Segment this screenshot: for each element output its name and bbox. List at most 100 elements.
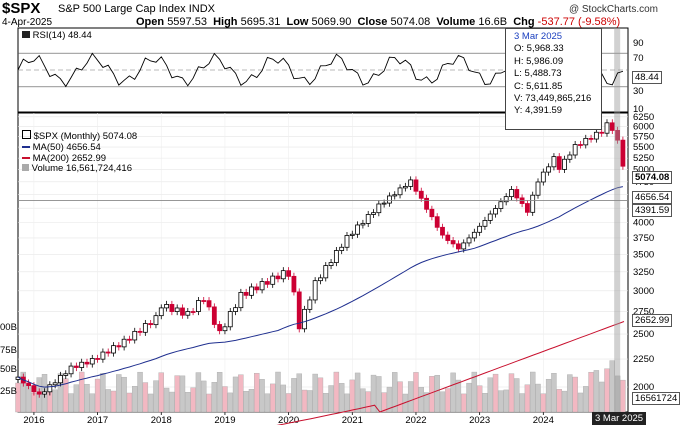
volume-bar (269, 383, 276, 413)
candle-body (121, 338, 127, 348)
volume-bar (508, 373, 515, 413)
volume-bar (323, 393, 329, 413)
volume-bar (25, 385, 32, 413)
volume-bar (530, 371, 536, 413)
close-price-tag: 5074.08 (632, 171, 673, 184)
candle-body (127, 338, 132, 341)
price-tick-label: 5000 (633, 165, 654, 176)
volume-bar (211, 382, 218, 413)
volume-bar (466, 382, 472, 413)
volume-bar (609, 360, 615, 413)
candle-body (620, 139, 626, 167)
candle-body (408, 179, 414, 187)
volume-bar (174, 375, 180, 413)
volume-bar (450, 372, 456, 413)
tooltip-close: C: 5,611.85 (514, 80, 563, 92)
volume-bar (349, 379, 355, 413)
candle-body (604, 122, 610, 134)
volume-bar (163, 387, 170, 413)
candle-body (445, 234, 451, 241)
high-label: High (213, 16, 238, 28)
candle-body (572, 144, 578, 156)
price-tick-label: 2500 (633, 329, 654, 340)
volume-bar (407, 381, 414, 413)
volume-bar (142, 382, 149, 413)
candle-body (148, 323, 154, 326)
volume-bar (514, 378, 520, 413)
candle-body (609, 122, 615, 131)
rsi-legend-swatch (22, 31, 30, 38)
tooltip-high: H: 5,986.09 (514, 55, 564, 67)
candle-body (509, 189, 514, 198)
exchange: INDX (188, 3, 215, 15)
volume-bar (84, 383, 90, 413)
close-label: Close (357, 16, 388, 28)
volume-bar (365, 391, 371, 413)
rsi-tick-10: 10 (633, 104, 644, 115)
candle-body (312, 280, 318, 301)
cursor-band (614, 28, 621, 412)
volume-bar (317, 377, 324, 413)
candle-body (615, 130, 620, 141)
candle-body (333, 250, 339, 263)
open-value: 5597.53 (167, 16, 207, 28)
high-value: 5695.31 (240, 16, 281, 28)
volume-bar (158, 372, 164, 413)
legend-price-text: $SPX (Monthly) 5074.08 (33, 131, 138, 142)
volume-tag: 16561724 (632, 392, 681, 405)
candle-body (185, 311, 191, 316)
volume-bar (413, 372, 419, 413)
close-value: 5074.08 (390, 16, 431, 28)
candle-body (376, 203, 382, 214)
volume-bar (52, 389, 58, 413)
ma50-tag: 4656.54 (632, 191, 673, 204)
low-label: Low (286, 16, 309, 28)
tooltip-volume: V: 73,449,865,216 (514, 93, 592, 105)
tooltip-open: O: 5,968.33 (514, 43, 564, 55)
legend-ma200: MA(200) 2652.99 (22, 153, 106, 164)
volume-bar (264, 393, 271, 413)
volume-bar (243, 391, 249, 413)
volume-bar (190, 387, 196, 413)
tooltip-y: Y: 4,391.59 (514, 105, 563, 117)
candle-body (466, 237, 472, 244)
price-tick-label: 2750 (633, 306, 654, 317)
candle-body (413, 179, 419, 192)
volume-bar (354, 372, 361, 413)
candle-body (142, 323, 148, 333)
candle-body (371, 212, 376, 215)
volume-bar (206, 393, 212, 413)
volume-bar (551, 373, 557, 413)
volume-bar (572, 376, 578, 413)
candle-body (222, 326, 228, 332)
cursor-date-tag: 3 Mar 2025 (592, 412, 647, 425)
volume-bar (360, 388, 366, 413)
volume-bar (476, 385, 483, 413)
candle-body (339, 246, 345, 251)
volume-bar (78, 371, 85, 413)
candle-body (546, 166, 552, 173)
volume-bar (195, 372, 202, 413)
candle-body (89, 358, 95, 365)
candle-body (180, 307, 185, 316)
volume-bar (487, 377, 493, 413)
ma200-tag: 2652.99 (632, 314, 673, 327)
volume-bar (386, 386, 393, 413)
candle-body (461, 242, 467, 250)
candle-body (381, 202, 387, 205)
volume-bar (524, 384, 531, 413)
volume-bar (397, 381, 403, 413)
candle-body (524, 203, 530, 213)
candle-body (344, 235, 350, 248)
candle-body (456, 243, 461, 250)
price-tick-label: 3500 (633, 249, 654, 260)
year-tick-label: 2016 (23, 415, 44, 425)
volume-bar (254, 372, 260, 413)
volume-bar (556, 389, 562, 413)
security-name: S&P 500 Large Cap Index INDX (58, 3, 215, 15)
volume-bar (577, 392, 584, 413)
volume-bar (296, 373, 302, 413)
candle-body (387, 195, 392, 204)
volume-bar (105, 389, 111, 413)
